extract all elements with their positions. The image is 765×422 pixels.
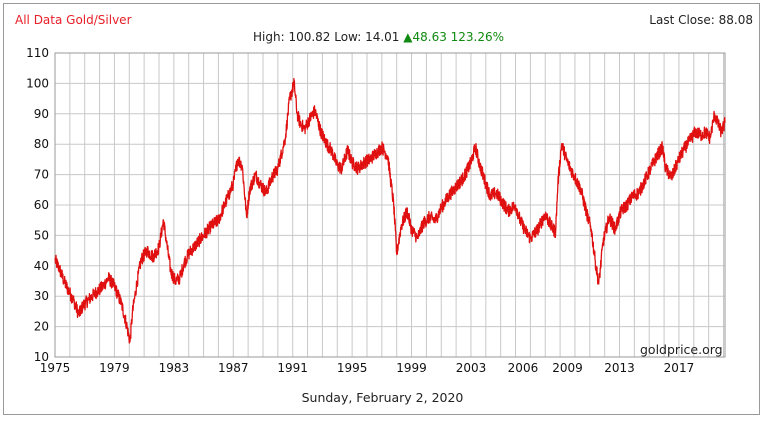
- x-tick-label: 2003: [456, 361, 487, 375]
- x-axis-ticks: 1975 1979 1983 1987 1991 1995 1999 2003 2006 2009…: [40, 361, 694, 375]
- y-tick-label: 110: [26, 46, 49, 60]
- x-tick-label: 2017: [664, 361, 695, 375]
- y-tick-label: 10: [34, 350, 49, 364]
- y-tick-label: 40: [34, 259, 49, 273]
- y-tick-label: 80: [34, 137, 49, 151]
- y-tick-label: 70: [34, 168, 49, 182]
- plot-border: [54, 52, 726, 358]
- x-tick-label: 1991: [277, 361, 308, 375]
- series-line: [54, 78, 726, 344]
- stats-line: High: 100.82 Low: 14.01 ▲48.63 123.26%: [253, 30, 504, 44]
- x-tick-label: 2013: [604, 361, 635, 375]
- chart-title: All Data Gold/Silver: [15, 13, 132, 27]
- x-tick-label: 1999: [396, 361, 427, 375]
- high-low-stats: High: 100.82 Low: 14.01: [253, 30, 404, 44]
- last-close-label: Last Close: 88.08: [649, 13, 753, 27]
- y-axis-ticks: 10 20 30 40 50 60 70 80 90 100 110: [26, 46, 49, 364]
- y-tick-label: 90: [34, 107, 49, 121]
- x-tick-label: 1979: [99, 361, 130, 375]
- y-tick-label: 20: [34, 320, 49, 334]
- x-tick-label: 2006: [508, 361, 539, 375]
- x-tick-label: 1987: [218, 361, 249, 375]
- x-tick-label: 2009: [552, 361, 583, 375]
- y-tick-label: 30: [34, 289, 49, 303]
- date-label: Sunday, February 2, 2020: [301, 390, 464, 405]
- y-tick-label: 100: [26, 76, 49, 90]
- y-tick-label: 50: [34, 228, 49, 242]
- up-arrow-icon: ▲: [403, 30, 413, 44]
- change-stats: ▲48.63 123.26%: [403, 30, 504, 44]
- watermark-label: goldprice.org: [640, 342, 723, 357]
- x-tick-label: 1983: [159, 361, 190, 375]
- y-tick-label: 60: [34, 198, 49, 212]
- change-value: 48.63 123.26%: [412, 30, 505, 44]
- x-tick-label: 1995: [337, 361, 368, 375]
- x-tick-label: 1975: [40, 361, 71, 375]
